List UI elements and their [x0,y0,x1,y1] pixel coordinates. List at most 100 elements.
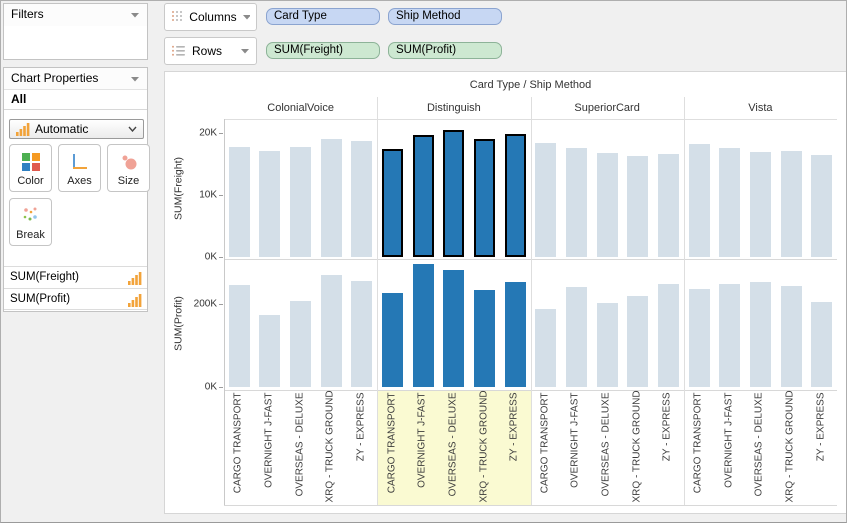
bar[interactable] [565,287,587,387]
break-button-label: Break [16,229,45,241]
x-category-label[interactable]: CARGO TRANSPORT [539,392,551,494]
x-category-label[interactable]: XRQ - TRUCK GROUND [631,390,643,503]
bar-selected[interactable] [504,134,526,257]
bar[interactable] [290,301,312,387]
column-group-header[interactable]: ColonialVoice [267,102,334,114]
pill-ship-method[interactable]: Ship Method [388,8,502,25]
x-category-label[interactable]: XRQ - TRUCK GROUND [478,390,490,503]
bar-selected[interactable] [474,139,496,257]
x-category-label[interactable]: CARGO TRANSPORT [692,392,704,494]
chart-properties-header[interactable]: Chart Properties [4,68,147,90]
x-category-label[interactable]: ZY - EXPRESS [815,392,827,462]
bar[interactable] [351,141,373,257]
bar[interactable] [627,296,649,387]
color-icon [10,150,51,174]
bar[interactable] [596,303,618,387]
filters-panel: Filters [3,3,148,60]
bar-selected[interactable] [412,135,434,257]
bar[interactable] [596,153,618,257]
chart-type-dropdown[interactable]: Automatic [9,119,144,139]
collapse-caret-icon[interactable] [131,77,140,82]
collapse-caret-icon[interactable] [131,13,140,18]
axis-tick [219,303,223,305]
rows-shelf[interactable]: Rows [164,37,257,65]
bar[interactable] [290,147,312,257]
bar-selected[interactable] [474,290,496,387]
x-category-label[interactable]: OVERSEAS - DELUXE [753,392,765,497]
bar[interactable] [259,315,281,387]
bar[interactable] [535,143,557,257]
bar[interactable] [749,152,771,257]
bar-selected[interactable] [382,293,404,387]
bar[interactable] [228,147,250,257]
columns-grip-icon [172,11,182,21]
bar[interactable] [228,285,250,387]
axes-button[interactable]: Axes [58,144,101,192]
column-group-header[interactable]: Vista [748,102,773,114]
bar[interactable] [688,289,710,387]
bar[interactable] [749,282,771,387]
color-button[interactable]: Color [9,144,52,192]
x-category-label[interactable]: CARGO TRANSPORT [386,392,398,494]
break-button[interactable]: Break [9,198,52,246]
columns-shelf[interactable]: Columns [164,3,257,31]
bar[interactable] [259,151,281,257]
grid-line [530,97,532,505]
bar-selected[interactable] [504,282,526,387]
bar-selected[interactable] [443,270,465,387]
x-category-label[interactable]: CARGO TRANSPORT [232,392,244,494]
bar-selected[interactable] [382,149,404,257]
grid-line [683,97,685,505]
x-category-label[interactable]: ZY - EXPRESS [661,392,673,462]
measure-label: SUM(Freight) [10,271,80,283]
x-category-label[interactable]: XRQ - TRUCK GROUND [324,390,336,503]
axes-button-label: Axes [67,175,92,187]
bar[interactable] [351,281,373,387]
chart-properties-panel: Chart Properties All Automatic Color [3,67,150,312]
filters-panel-header[interactable]: Filters [4,4,147,26]
bar[interactable] [719,284,741,387]
measure-row-freight[interactable]: SUM(Freight) [4,266,147,288]
x-category-label[interactable]: ZY - EXPRESS [508,392,520,462]
grid-line [224,119,225,505]
bar[interactable] [657,154,679,257]
size-button-label: Size [117,175,140,187]
x-category-label[interactable]: XRQ - TRUCK GROUND [784,390,796,503]
bar[interactable] [719,148,741,257]
column-group-header[interactable]: Distinguish [426,102,481,114]
bar[interactable] [565,148,587,257]
bar[interactable] [627,156,649,257]
x-category-label[interactable]: OVERSEAS - DELUXE [447,392,459,497]
bar-selected[interactable] [412,264,434,387]
bar[interactable] [688,144,710,257]
measure-row-profit[interactable]: SUM(Profit) [4,288,147,310]
shelf-caret-icon[interactable] [241,48,250,54]
x-category-label[interactable]: OVERSEAS - DELUXE [294,392,306,497]
pill-sum-profit[interactable]: SUM(Profit) [388,42,502,59]
measure-list: SUM(Freight) SUM(Profit) [4,266,147,310]
bar-selected[interactable] [443,130,465,257]
bar[interactable] [535,309,557,387]
bar[interactable] [780,286,802,387]
bar[interactable] [320,275,342,387]
pill-card-type[interactable]: Card Type [266,8,380,25]
bar[interactable] [320,139,342,257]
bar[interactable] [811,302,833,387]
column-group-header[interactable]: SuperiorCard [574,102,640,114]
color-button-label: Color [17,175,44,187]
bar[interactable] [657,284,679,387]
bar[interactable] [780,151,802,257]
x-category-label[interactable]: OVERNIGHT J-FAST [263,392,275,488]
x-category-label[interactable]: ZY - EXPRESS [355,392,367,462]
pill-sum-freight[interactable]: SUM(Freight) [266,42,380,59]
x-category-label[interactable]: OVERSEAS - DELUXE [600,392,612,497]
x-category-label[interactable]: OVERNIGHT J-FAST [723,392,735,488]
scope-label: All [4,90,147,110]
x-category-label[interactable]: OVERNIGHT J-FAST [416,392,428,488]
filters-empty-area [4,26,147,59]
x-category-label[interactable]: OVERNIGHT J-FAST [569,392,581,488]
shelf-caret-icon[interactable] [242,14,250,20]
bar[interactable] [811,155,833,257]
size-button[interactable]: Size [107,144,150,192]
